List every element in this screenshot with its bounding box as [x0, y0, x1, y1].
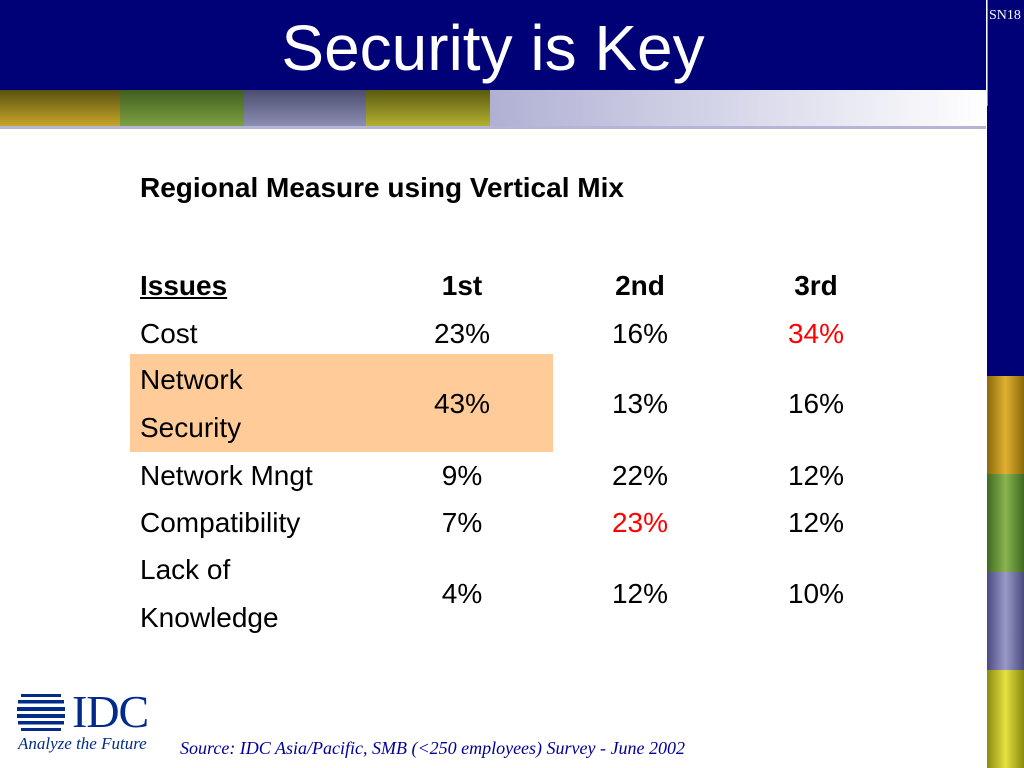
- row-cost-1st: 23%: [433, 318, 491, 349]
- slide-code: SN18: [987, 0, 1024, 106]
- column-block-navy: [987, 106, 1024, 376]
- stripe-segment-fade: [490, 90, 986, 126]
- row-compatibility-2nd: 23%: [611, 507, 669, 538]
- decorative-stripe: [0, 90, 986, 126]
- row-network-mngt-3rd: 12%: [787, 460, 845, 491]
- row-lack-of-knowledge-3rd: 10%: [787, 578, 845, 609]
- column-block-yellow: [987, 670, 1024, 768]
- column-block-green: [987, 474, 1024, 572]
- row-compatibility-3rd: 12%: [787, 507, 845, 538]
- header-issues: Issues: [140, 270, 228, 301]
- row-network-security-2nd: 13%: [611, 388, 669, 419]
- stripe-segment-slate: [244, 90, 366, 126]
- row-cost-2nd: 16%: [611, 318, 669, 349]
- row-lack-of-knowledge-issue-line2: Knowledge: [140, 602, 279, 633]
- row-lack-of-knowledge-2nd: 12%: [611, 578, 669, 609]
- idc-globe-icon: [17, 694, 65, 731]
- stripe-segment-gold: [0, 90, 120, 126]
- row-network-security-issue-line1: Network: [140, 364, 243, 395]
- header-2nd: 2nd: [615, 270, 665, 301]
- row-lack-of-knowledge-1st: 4%: [441, 578, 483, 609]
- row-network-security-3rd: 16%: [787, 388, 845, 419]
- stripe-segment-olive: [366, 90, 490, 126]
- column-block-gold: [987, 376, 1024, 474]
- column-block-slate: [987, 572, 1024, 670]
- row-network-mngt-issue: Network Mngt: [140, 460, 313, 491]
- row-network-security-1st: 43%: [433, 388, 491, 419]
- row-network-security-issue-line2: Security: [140, 412, 242, 443]
- idc-tagline: Analyze the Future: [18, 734, 147, 753]
- row-cost-3rd: 34%: [787, 318, 845, 349]
- row-cost-issue: Cost: [140, 318, 198, 349]
- idc-logo-text: IDC: [72, 686, 149, 737]
- title-bar: [0, 0, 986, 90]
- row-compatibility-issue: Compatibility: [140, 507, 301, 538]
- row-compatibility-1st: 7%: [441, 507, 483, 538]
- stripe-underline: [0, 126, 986, 129]
- slide-title: Security is Key: [281, 12, 705, 84]
- network-security-highlight: [130, 354, 553, 452]
- right-decorative-column: [987, 106, 1024, 768]
- row-network-mngt-2nd: 22%: [611, 460, 669, 491]
- header-3rd: 3rd: [794, 270, 838, 301]
- stripe-segment-green: [120, 90, 244, 126]
- table-subtitle: Regional Measure using Vertical Mix: [140, 172, 624, 203]
- source-footnote: Source: IDC Asia/Pacific, SMB (<250 empl…: [180, 738, 685, 758]
- row-lack-of-knowledge-issue-line1: Lack of: [140, 554, 231, 585]
- header-1st: 1st: [441, 270, 483, 301]
- row-network-mngt-1st: 9%: [441, 460, 483, 491]
